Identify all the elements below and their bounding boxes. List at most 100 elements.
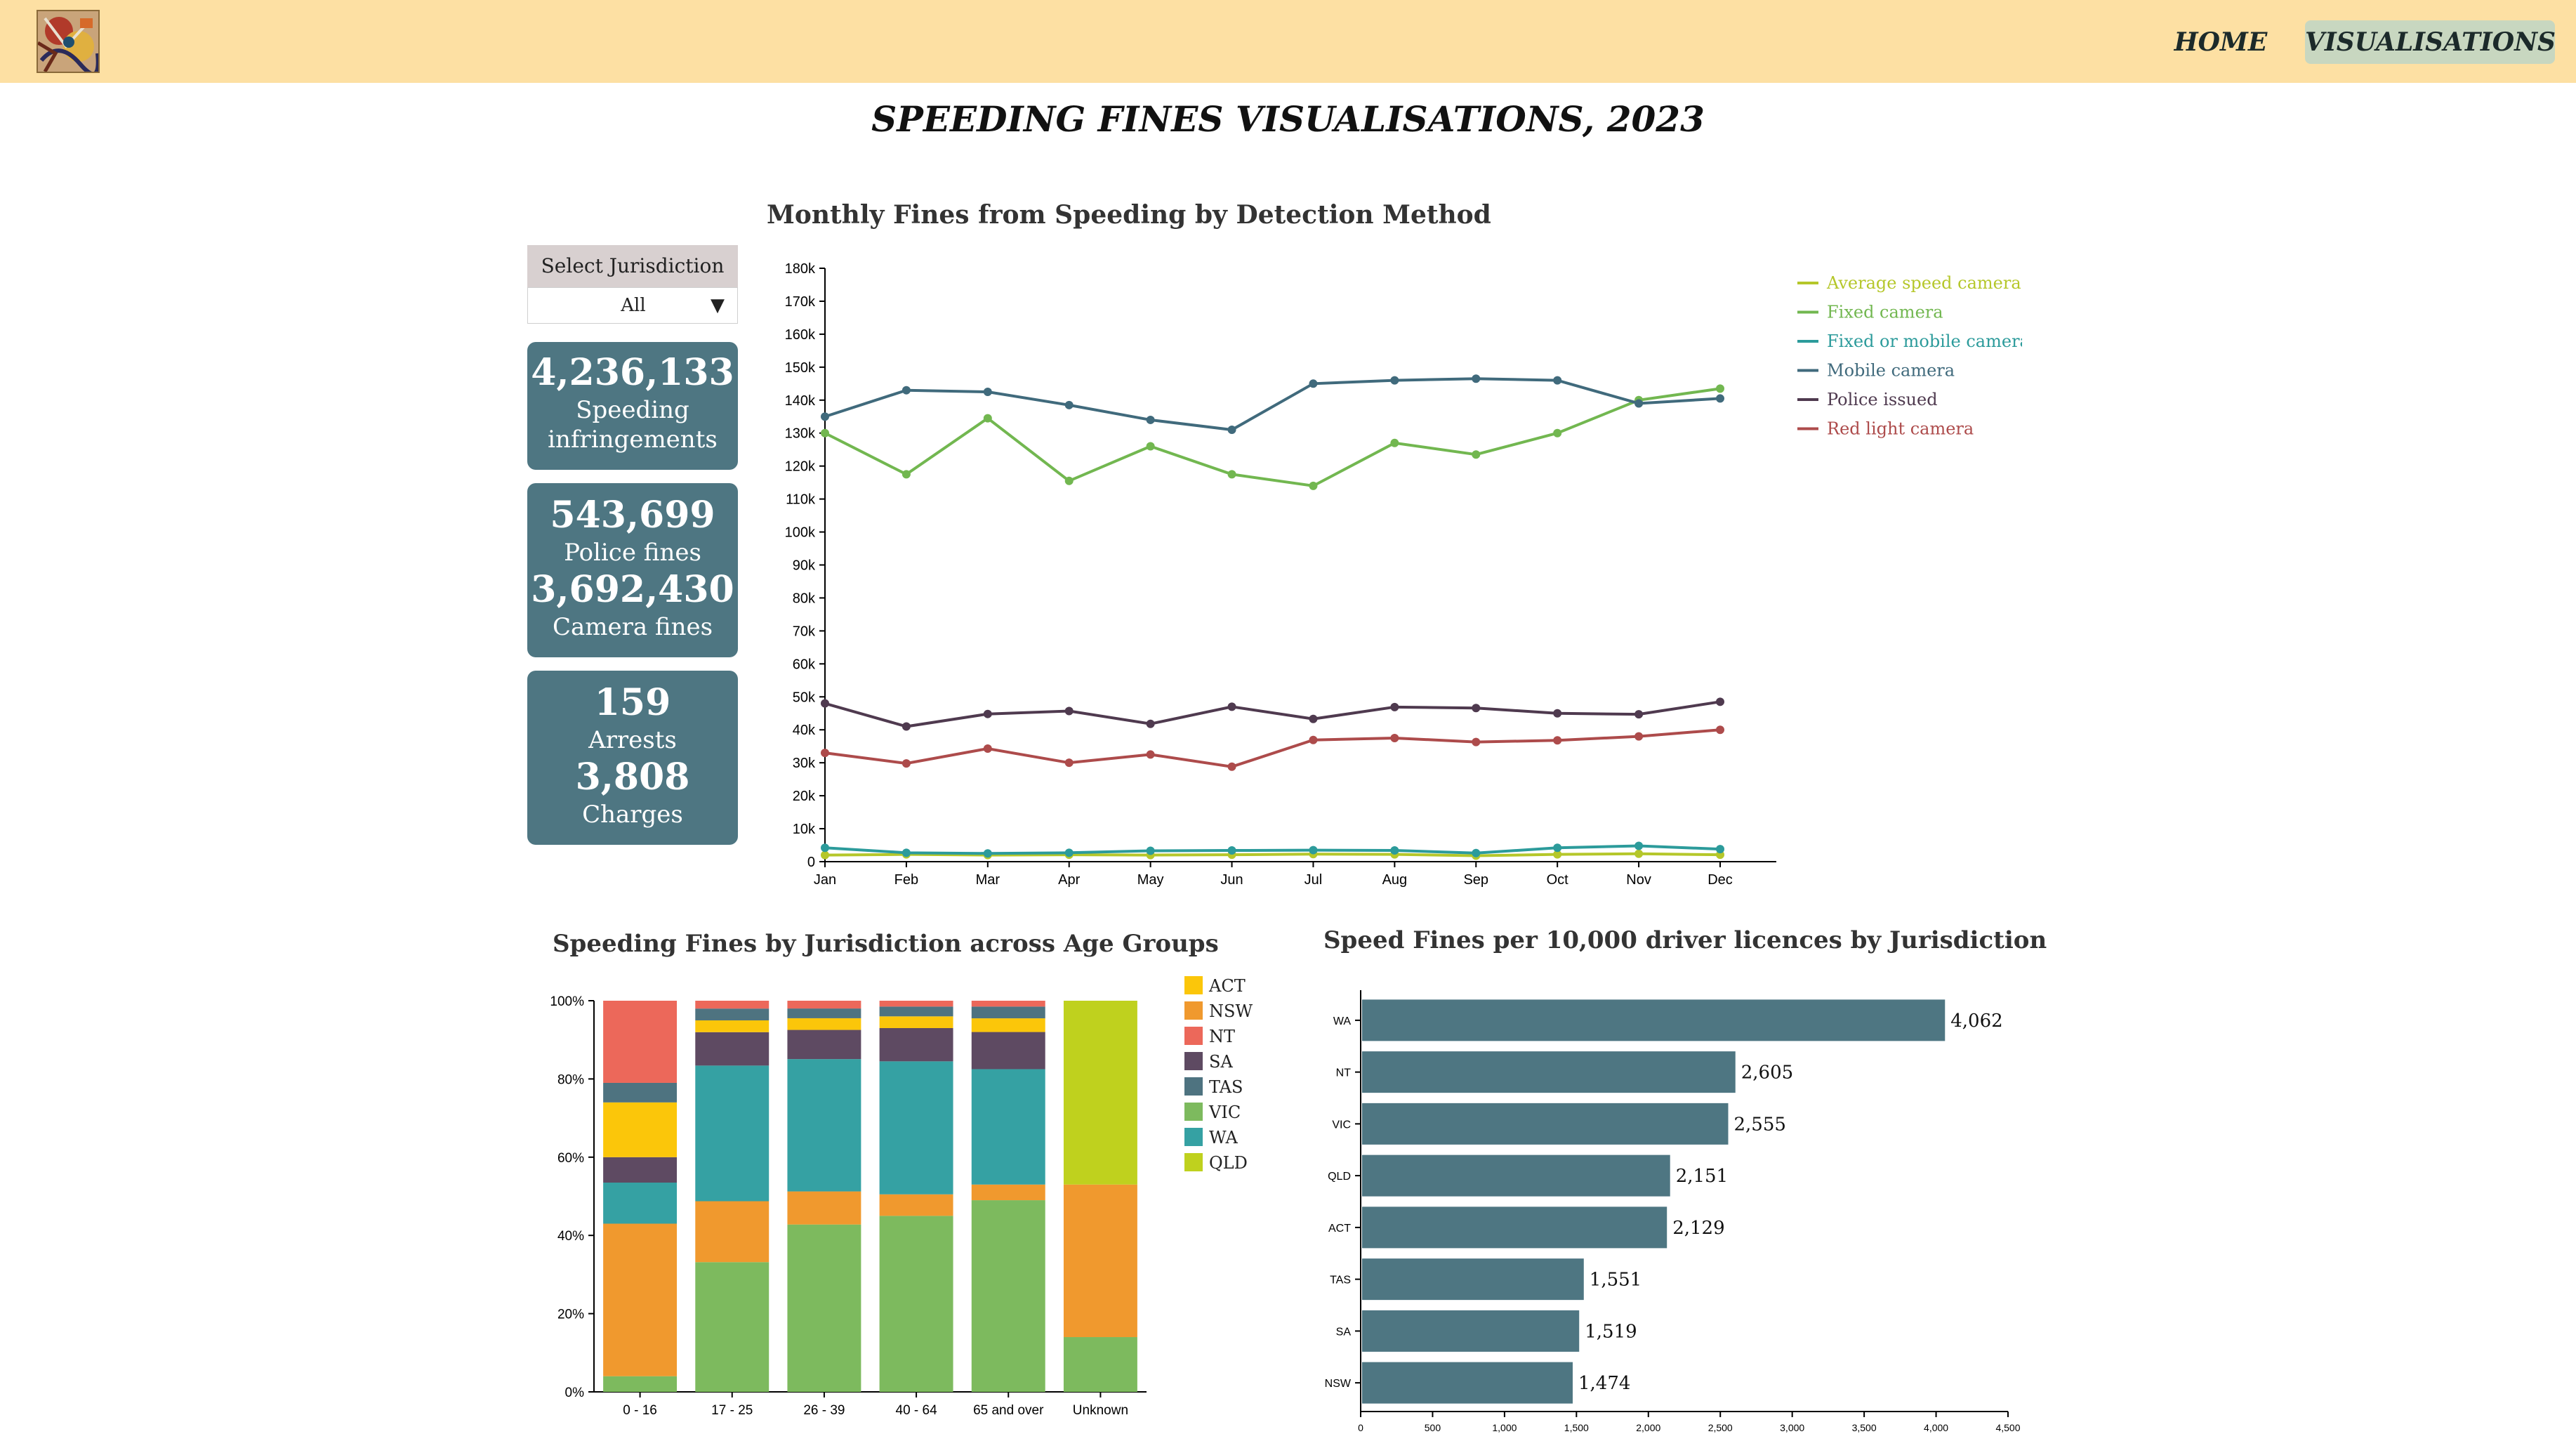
- x-tick-label: 500: [1425, 1422, 1441, 1433]
- data-point: [1472, 848, 1481, 857]
- x-tick-label: 0: [1358, 1422, 1363, 1433]
- stacked-segment: [879, 1194, 953, 1216]
- total-infringements-value: 4,236,133: [531, 351, 734, 394]
- x-tick-label: May: [1137, 872, 1164, 888]
- data-point: [1390, 702, 1399, 711]
- nav-home-link[interactable]: HOME: [2174, 27, 2268, 57]
- stacked-segment: [879, 1061, 953, 1195]
- stacked-segment: [1063, 1184, 1137, 1338]
- data-point: [1227, 470, 1236, 479]
- series-line: [824, 728, 1721, 768]
- jurisdiction-bar: [1362, 999, 1946, 1041]
- x-tick-label: 65 and over: [973, 1403, 1044, 1418]
- stacked-segment: [603, 1001, 678, 1083]
- data-point: [983, 849, 992, 858]
- y-tick-label: SA: [1336, 1326, 1352, 1338]
- legend-swatch: [1184, 1027, 1203, 1045]
- jurisdiction-select[interactable]: All ▼: [527, 287, 738, 324]
- arrests-label: Arrests: [588, 726, 677, 754]
- nav-visualisations-link[interactable]: VISUALISATIONS: [2305, 20, 2556, 64]
- jurisdiction-bar: [1362, 1362, 1573, 1404]
- line-chart-title: Monthly Fines from Speeding by Detection…: [767, 200, 1491, 230]
- stacked-chart-title: Speeding Fines by Jurisdiction across Ag…: [553, 930, 1219, 958]
- x-tick-label: 40 - 64: [896, 1403, 938, 1418]
- data-point: [1472, 737, 1481, 746]
- data-point: [1634, 841, 1644, 850]
- y-tick-label: 30k: [793, 756, 816, 771]
- jurisdiction-select-label: Select Jurisdiction: [527, 245, 738, 287]
- jurisdiction-bar: [1362, 1310, 1580, 1352]
- y-tick-label: 70k: [793, 624, 816, 639]
- page-title: SPEEDING FINES VISUALISATIONS, 2023: [871, 98, 1705, 140]
- stacked-segment: [971, 1200, 1045, 1392]
- jurisdiction-bar: [1362, 1051, 1736, 1093]
- legend-swatch: [1184, 976, 1203, 994]
- dropdown-triangle-icon: ▼: [711, 295, 725, 316]
- bar-chart-title: Speed Fines per 10,000 driver licences b…: [1323, 926, 2047, 954]
- stacked-segment: [879, 1027, 953, 1062]
- data-point: [1472, 704, 1481, 713]
- x-tick-label: Sep: [1463, 872, 1488, 888]
- stacked-age-chart: 0% 20% 40% 60% 80% 100% 0 - 16 17 - 25 26 - 39 40…: [550, 976, 1253, 1418]
- data-point: [1146, 442, 1155, 451]
- stacked-segment: [787, 1059, 861, 1192]
- x-tick-label: Dec: [1708, 872, 1733, 888]
- legend-swatch: [1184, 1001, 1203, 1020]
- stacked-segment: [695, 1262, 770, 1392]
- bar-value-label: 1,474: [1578, 1373, 1630, 1394]
- data-point: [1064, 758, 1074, 768]
- data-point: [1472, 374, 1481, 383]
- bar-value-label: 2,129: [1672, 1218, 1724, 1239]
- y-tick-label: 0: [807, 855, 815, 870]
- x-tick-label: Mar: [976, 872, 1000, 888]
- y-tick-label: 140k: [785, 393, 816, 409]
- jurisdiction-bar: [1362, 1206, 1667, 1249]
- stacked-segment: [603, 1157, 678, 1183]
- data-point: [1390, 846, 1399, 855]
- data-point: [1716, 725, 1724, 735]
- x-tick-label: 1,500: [1564, 1422, 1589, 1433]
- data-point: [901, 470, 911, 479]
- y-tick-label: 20%: [557, 1308, 584, 1322]
- y-tick-label: 80%: [557, 1072, 584, 1087]
- data-point: [1553, 843, 1562, 853]
- data-point: [1227, 762, 1236, 771]
- data-point: [821, 843, 829, 853]
- data-point: [1634, 732, 1644, 741]
- stacked-segment: [971, 1018, 1045, 1032]
- stacked-segment: [695, 1201, 770, 1263]
- jurisdiction-select-value: All: [621, 295, 646, 316]
- x-tick-label: 4,000: [1924, 1422, 1948, 1433]
- x-tick-label: 0 - 16: [623, 1403, 657, 1418]
- y-tick-label: WA: [1333, 1015, 1352, 1027]
- data-point: [1309, 481, 1318, 490]
- x-tick-label: Jan: [814, 872, 836, 888]
- data-point: [1634, 710, 1644, 719]
- y-tick-label: NSW: [1325, 1378, 1352, 1390]
- data-point: [901, 759, 911, 768]
- camera-fines-value: 3,692,430: [531, 568, 734, 611]
- abstract-art-logo[interactable]: [37, 10, 100, 73]
- data-point: [1634, 849, 1644, 858]
- y-tick-label: 60k: [793, 657, 816, 672]
- data-point: [1227, 846, 1236, 855]
- data-point: [1146, 846, 1155, 855]
- data-point: [901, 848, 911, 857]
- series-line: [824, 844, 1721, 855]
- y-tick-label: ACT: [1328, 1223, 1351, 1235]
- y-tick-label: 40k: [793, 723, 816, 738]
- series-line: [824, 852, 1721, 857]
- stacked-segment: [879, 1016, 953, 1028]
- stacked-segment: [787, 1030, 861, 1060]
- jurisdiction-bar: [1362, 1103, 1729, 1145]
- data-point: [821, 412, 829, 421]
- bar-value-label: 2,555: [1733, 1114, 1785, 1135]
- data-point: [821, 749, 829, 758]
- legend-label: WA: [1209, 1128, 1238, 1147]
- legend-label: VIC: [1208, 1103, 1241, 1122]
- data-point: [983, 709, 992, 718]
- stacked-segment: [787, 1008, 861, 1018]
- stacked-segment: [603, 1082, 678, 1103]
- stacked-segment: [787, 1224, 861, 1392]
- legend-label: SA: [1209, 1052, 1233, 1072]
